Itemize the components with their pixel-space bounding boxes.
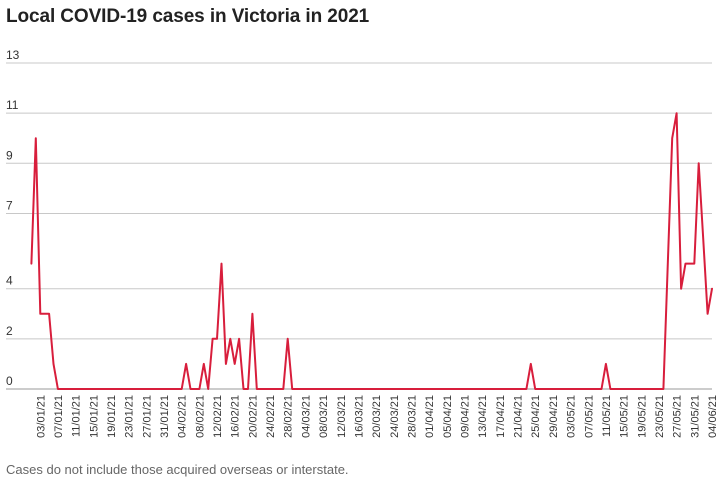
x-tick-label: 23/01/21 <box>124 395 136 438</box>
y-tick-label: 13 <box>6 48 20 62</box>
chart-footnote: Cases do not include those acquired over… <box>6 462 349 477</box>
y-tick-label: 11 <box>6 98 19 112</box>
x-tick-label: 03/05/21 <box>566 395 578 438</box>
x-tick-label: 19/01/21 <box>106 395 118 438</box>
x-tick-label: 04/02/21 <box>177 395 189 438</box>
x-tick-label: 01/04/21 <box>424 395 436 438</box>
x-tick-label: 15/01/21 <box>88 395 100 438</box>
x-tick-label: 31/01/21 <box>159 395 171 438</box>
x-tick-label: 19/05/21 <box>636 395 648 438</box>
x-tick-label: 25/04/21 <box>530 395 542 438</box>
x-tick-label: 24/02/21 <box>265 395 277 438</box>
x-tick-label: 09/04/21 <box>460 395 472 438</box>
x-tick-label: 04/06/21 <box>707 395 716 438</box>
y-tick-label: 9 <box>6 148 13 162</box>
x-tick-label: 27/01/21 <box>141 395 153 438</box>
x-tick-label: 28/02/21 <box>283 395 295 438</box>
x-tick-label: 29/04/21 <box>548 395 560 438</box>
x-axis-ticks: 03/01/21 07/01/21 11/01/21 15/01/21 19/01/21… <box>35 395 716 438</box>
x-tick-label: 17/04/21 <box>495 395 507 438</box>
x-tick-label: 23/05/21 <box>654 395 666 438</box>
x-tick-label: 04/03/21 <box>300 395 312 438</box>
chart-title: Local COVID-19 cases in Victoria in 2021 <box>6 6 370 27</box>
y-tick-label: 4 <box>6 274 13 288</box>
x-tick-label: 11/05/21 <box>601 395 613 437</box>
x-tick-label: 27/05/21 <box>672 395 684 438</box>
x-tick-label: 24/03/21 <box>389 395 401 438</box>
x-tick-label: 20/02/21 <box>247 395 259 438</box>
x-tick-label: 08/03/21 <box>318 395 330 438</box>
x-tick-label: 03/01/21 <box>35 395 47 438</box>
y-axis-ticks: 0 2 4 7 9 11 13 <box>6 48 20 388</box>
x-tick-label: 16/03/21 <box>353 395 365 438</box>
y-tick-label: 2 <box>6 324 13 338</box>
x-tick-label: 20/03/21 <box>371 395 383 438</box>
x-tick-label: 31/05/21 <box>689 395 701 438</box>
series-line <box>30 112 713 390</box>
x-tick-label: 11/01/21 <box>71 395 83 437</box>
y-tick-label: 7 <box>6 198 13 212</box>
x-tick-label: 07/01/21 <box>53 395 65 438</box>
x-tick-label: 12/02/21 <box>212 395 224 438</box>
x-tick-label: 13/04/21 <box>477 395 489 438</box>
x-tick-label: 16/02/21 <box>230 395 242 438</box>
x-tick-label: 12/03/21 <box>336 395 348 438</box>
x-tick-label: 21/04/21 <box>513 395 525 438</box>
x-tick-label: 28/03/21 <box>406 395 418 438</box>
x-tick-label: 07/05/21 <box>583 395 595 438</box>
x-tick-label: 15/05/21 <box>619 395 631 438</box>
x-tick-label: 05/04/21 <box>442 395 454 438</box>
grid-layer <box>6 62 712 390</box>
y-tick-label: 0 <box>6 374 13 388</box>
series-layer <box>30 112 713 390</box>
x-tick-label: 08/02/21 <box>194 395 206 438</box>
